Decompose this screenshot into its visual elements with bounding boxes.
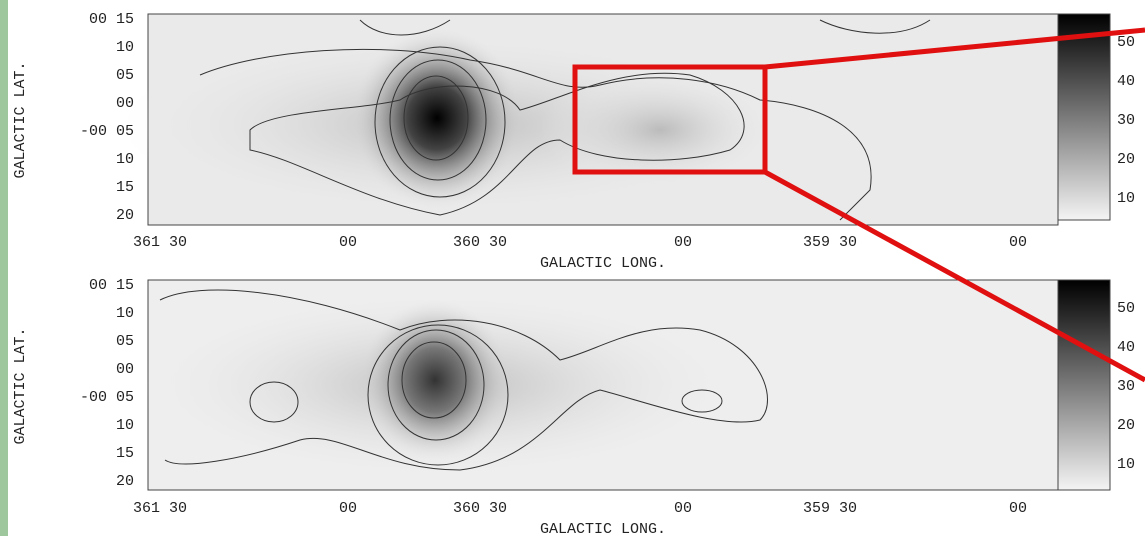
x-tick-label: 359 30	[803, 234, 857, 251]
y-tick-label: 05	[116, 333, 134, 350]
y-tick-label: 10	[116, 417, 134, 434]
colorbar-label: 30	[1117, 378, 1135, 395]
y-tick-label: 10	[116, 151, 134, 168]
y-tick-label: -00 05	[80, 389, 134, 406]
y-tick-label: 20	[116, 473, 134, 490]
colorbar-label: 20	[1117, 151, 1135, 168]
colorbar-label: 10	[1117, 190, 1135, 207]
y-tick-label: 15	[116, 179, 134, 196]
side-strip	[0, 0, 8, 536]
colorbar-label: 20	[1117, 417, 1135, 434]
y-tick-label: 00 15	[89, 277, 134, 294]
y-tick-label: 10	[116, 305, 134, 322]
y-tick-label: 15	[116, 445, 134, 462]
x-axis-label: GALACTIC LONG.	[540, 521, 666, 536]
y-tick-label: 00 15	[89, 11, 134, 28]
colorbar-label: 40	[1117, 339, 1135, 356]
y-axis-label: GALACTIC LAT.	[12, 61, 29, 178]
y-tick-label: -00 05	[80, 123, 134, 140]
colorbar-label: 40	[1117, 73, 1135, 90]
x-tick-label: 00	[339, 500, 357, 517]
x-tick-label: 00	[339, 234, 357, 251]
y-tick-label: 10	[116, 39, 134, 56]
x-tick-label: 00	[1009, 234, 1027, 251]
x-tick-label: 360 30	[453, 500, 507, 517]
map-bottom	[140, 280, 1110, 490]
y-tick-label: 00	[116, 361, 134, 378]
x-tick-label: 359 30	[803, 500, 857, 517]
colorbar-label: 50	[1117, 300, 1135, 317]
x-tick-label: 00	[674, 500, 692, 517]
x-tick-label: 360 30	[453, 234, 507, 251]
x-tick-label: 00	[674, 234, 692, 251]
y-axis-label: GALACTIC LAT.	[12, 327, 29, 444]
x-axis-label: GALACTIC LONG.	[540, 255, 666, 272]
x-tick-label: 00	[1009, 500, 1027, 517]
colorbar-label: 50	[1117, 34, 1135, 51]
figure: 00 15 10 05 00 -00 05 10 15 20 361 30 00 360 30 00 3…	[0, 0, 1145, 536]
x-tick-label: 361 30	[133, 234, 187, 251]
colorbar-label: 30	[1117, 112, 1135, 129]
colorbar-label: 10	[1117, 456, 1135, 473]
x-tick-label: 361 30	[133, 500, 187, 517]
y-tick-label: 20	[116, 207, 134, 224]
y-tick-label: 05	[116, 67, 134, 84]
y-tick-label: 00	[116, 95, 134, 112]
